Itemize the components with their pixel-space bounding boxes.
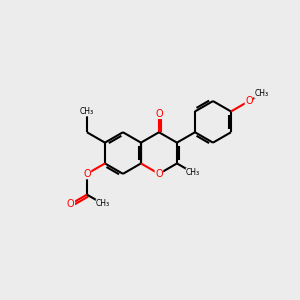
Text: CH₃: CH₃ <box>254 89 268 98</box>
Text: CH₃: CH₃ <box>80 107 94 116</box>
Text: O: O <box>245 96 253 106</box>
Text: O: O <box>155 109 163 118</box>
Text: CH₃: CH₃ <box>186 168 200 177</box>
Text: O: O <box>155 169 163 179</box>
Text: CH₃: CH₃ <box>96 200 110 208</box>
Text: O: O <box>67 199 74 209</box>
Text: O: O <box>83 169 91 179</box>
